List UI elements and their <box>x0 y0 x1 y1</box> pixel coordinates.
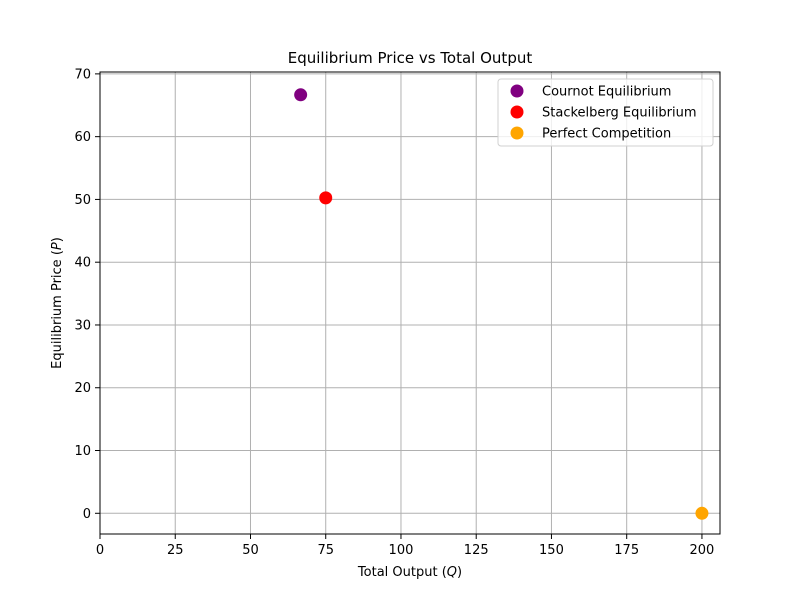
x-tick-label: 200 <box>690 543 715 558</box>
x-axis-label: Total Output (Q) <box>357 565 462 580</box>
legend-marker-3 <box>510 126 524 140</box>
x-tick-label: 100 <box>389 543 414 558</box>
chart-title: Equilibrium Price vs Total Output <box>288 49 533 67</box>
x-tick-label: 25 <box>167 543 184 558</box>
data-point-3 <box>695 506 709 520</box>
x-tick-label: 75 <box>317 543 334 558</box>
legend-marker-2 <box>510 105 524 119</box>
axis-ticks: 0 25 50 75 100 125 150 175 200 0 10 20 30 40 50 60 70 <box>74 67 714 558</box>
x-tick-label: 125 <box>464 543 489 558</box>
legend: Cournot Equilibrium Stackelberg Equilibri… <box>497 78 714 147</box>
data-point-2 <box>319 191 333 205</box>
y-tick-label: 60 <box>74 130 91 145</box>
x-tick-label: 0 <box>96 543 104 558</box>
data-point-1 <box>294 88 308 102</box>
legend-marker-1 <box>510 84 524 98</box>
y-axis-label: Equilibrium Price (P) <box>50 237 65 369</box>
y-tick-label: 20 <box>74 381 91 396</box>
x-tick-label: 150 <box>539 543 564 558</box>
y-tick-label: 0 <box>83 507 91 522</box>
y-tick-label: 50 <box>74 193 91 208</box>
x-tick-label: 175 <box>614 543 639 558</box>
legend-label-2: Stackelberg Equilibrium <box>542 106 697 121</box>
legend-label-3: Perfect Competition <box>542 127 671 142</box>
y-tick-label: 40 <box>74 256 91 271</box>
y-tick-label: 70 <box>74 67 91 82</box>
data-points <box>294 88 709 520</box>
grid-lines <box>99 72 720 534</box>
x-tick-label: 50 <box>242 543 259 558</box>
legend-box <box>497 78 714 147</box>
plot-frame <box>99 71 721 535</box>
y-tick-label: 30 <box>74 318 91 333</box>
y-tick-label: 10 <box>74 444 91 459</box>
legend-label-1: Cournot Equilibrium <box>542 85 671 100</box>
